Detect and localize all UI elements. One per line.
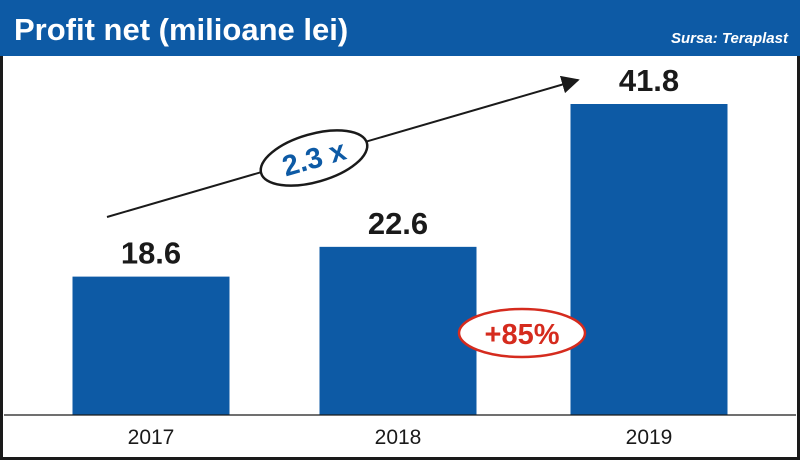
category-label-2019: 2019: [626, 426, 673, 449]
category-label-2018: 2018: [375, 426, 422, 449]
trend-badge-ellipse: [259, 129, 369, 187]
value-labels-group: 18.6 22.6 41.8: [121, 63, 679, 271]
bars-group: [72, 104, 728, 415]
percent-change-badge: +85%: [457, 307, 587, 359]
percent-change-label: +85%: [485, 319, 560, 351]
header-band: [0, 0, 800, 56]
category-labels-group: 2017 2018 2019: [128, 426, 673, 449]
chart-title: Profit net (milioane lei): [14, 12, 348, 47]
category-label-2017: 2017: [128, 426, 175, 449]
change-badge-ellipse: [457, 307, 587, 359]
value-label-2018: 22.6: [368, 206, 428, 241]
bar-2019: [570, 104, 728, 415]
bar-2018: [319, 246, 477, 415]
bar-2017: [72, 276, 230, 415]
trend-multiplier-badge: 2.3 x: [259, 129, 369, 187]
source-note: Sursa: Teraplast: [671, 30, 789, 47]
value-label-2017: 18.6: [121, 236, 181, 271]
value-label-2019: 41.8: [619, 63, 679, 98]
